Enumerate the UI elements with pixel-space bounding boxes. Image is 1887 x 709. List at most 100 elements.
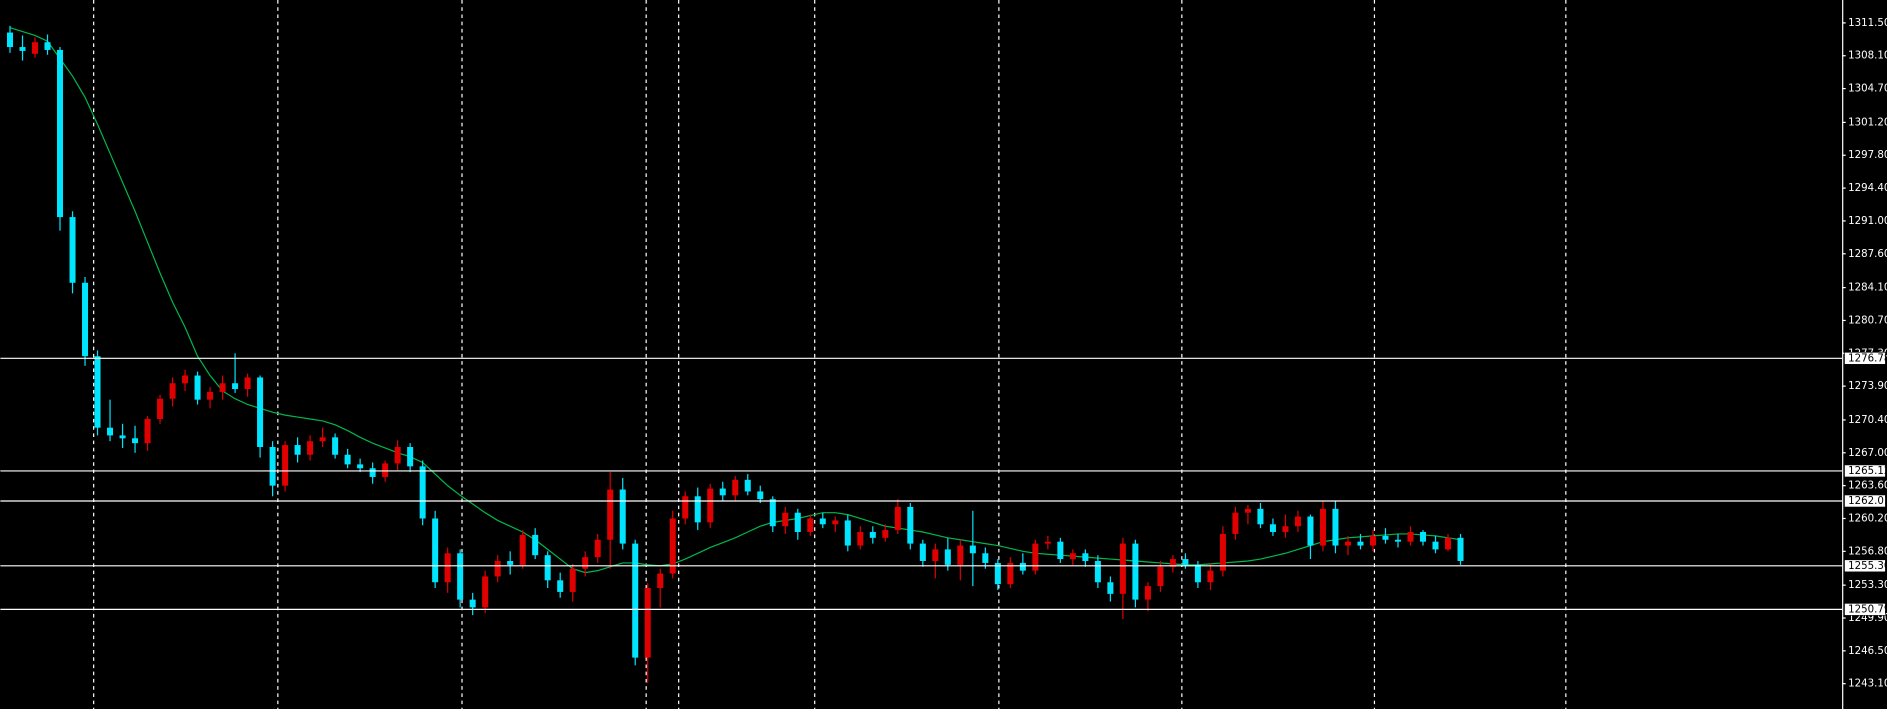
candle-body (757, 491, 764, 500)
candle-body (1357, 541, 1364, 546)
candle-body (219, 383, 226, 392)
candle-body (1394, 539, 1401, 542)
candle-body (1432, 541, 1439, 550)
candle-body (1069, 553, 1076, 560)
candle-body (832, 520, 839, 525)
candle-body (1094, 560, 1101, 583)
candle-body (319, 437, 326, 442)
candle-body (369, 468, 376, 477)
candle-body (694, 496, 701, 523)
candle-body (1244, 508, 1251, 513)
candle-body (507, 560, 514, 565)
candle-body (744, 479, 751, 492)
candle-body (1369, 535, 1376, 546)
candle-body (932, 549, 939, 561)
price-level-label: 1262.01 (1848, 496, 1887, 507)
time-grid (93, 0, 1567, 709)
candle-body (419, 466, 426, 519)
candle-body (494, 560, 501, 577)
candle-body (1107, 582, 1114, 594)
candle-body (644, 588, 651, 658)
candle-body (782, 512, 789, 527)
candle-body (1082, 553, 1089, 561)
candle-body (1032, 543, 1039, 571)
price-level-box (1844, 603, 1886, 616)
candle-body (182, 375, 189, 384)
candle-body (769, 499, 776, 527)
candle-body (1457, 537, 1464, 561)
candle-body (1169, 559, 1176, 567)
candle-body (1407, 532, 1414, 542)
candle-body (794, 512, 801, 533)
candle-body (1194, 564, 1201, 583)
candle-body (457, 553, 464, 600)
candle-body (1332, 508, 1339, 546)
candle-body (432, 518, 439, 583)
candle-body (1044, 541, 1051, 544)
candle-body (169, 383, 176, 399)
candle-body (907, 506, 914, 544)
y-tick-label: 1301.20 (1848, 117, 1887, 128)
candle-body (1207, 570, 1214, 583)
candle-body (882, 530, 889, 538)
price-level-label: 1276.78 (1848, 353, 1887, 364)
candle-body (819, 518, 826, 525)
candle-body (1119, 543, 1126, 594)
candle-body (807, 518, 814, 533)
candle-body (144, 418, 151, 444)
candle-body (394, 447, 401, 464)
candle-body (244, 377, 251, 390)
price-level-label: 1255.30 (1848, 561, 1887, 572)
candle-body (82, 282, 89, 357)
candle-body (282, 445, 289, 486)
y-tick-label: 1287.60 (1848, 249, 1887, 260)
y-tick-label: 1270.40 (1848, 415, 1887, 426)
candle-body (1219, 533, 1226, 571)
candle-body (32, 42, 39, 54)
candle-body (482, 576, 489, 608)
candle-body (544, 555, 551, 581)
candle-body (607, 489, 614, 540)
candle-body (594, 539, 601, 558)
candle-body (257, 377, 264, 448)
y-tick-label: 1280.70 (1848, 315, 1887, 326)
candle-body (1182, 559, 1189, 565)
candle-body (344, 454, 351, 465)
y-tick-label: 1291.00 (1848, 216, 1887, 227)
candle-body (569, 568, 576, 592)
candle-body (107, 427, 114, 436)
price-level-box (1844, 494, 1886, 508)
candle-body (857, 532, 864, 546)
candle-body (444, 553, 451, 583)
candle-body (307, 441, 314, 455)
candle-body (132, 438, 139, 444)
candle-body (844, 520, 851, 546)
price-level-label: 1265.12 (1848, 466, 1887, 477)
candle-body (19, 47, 26, 51)
candle-body (719, 488, 726, 496)
candle-body (1344, 541, 1351, 546)
price-level-box (1844, 351, 1886, 365)
candle-body (1294, 516, 1301, 527)
moving-average (9, 27, 1461, 574)
candle-body (207, 391, 214, 400)
candle-body (1232, 512, 1239, 534)
y-tick-label: 1297.80 (1848, 150, 1887, 161)
candle-body (1257, 508, 1264, 525)
candle-body (1382, 535, 1389, 540)
candle-body (44, 42, 51, 50)
candle-body (632, 543, 639, 658)
y-tick-label: 1304.70 (1848, 84, 1887, 95)
y-tick-label: 1294.40 (1848, 183, 1887, 194)
candle-body (1019, 562, 1026, 571)
candle-body (1419, 532, 1427, 542)
candle-body (682, 496, 689, 519)
candle-body (944, 549, 951, 565)
candle-body (469, 599, 476, 608)
price-level-box (1844, 464, 1886, 478)
y-tick-label: 1284.10 (1848, 283, 1887, 294)
candle-body (919, 543, 926, 561)
y-tick-label: 1243.10 (1848, 679, 1887, 690)
